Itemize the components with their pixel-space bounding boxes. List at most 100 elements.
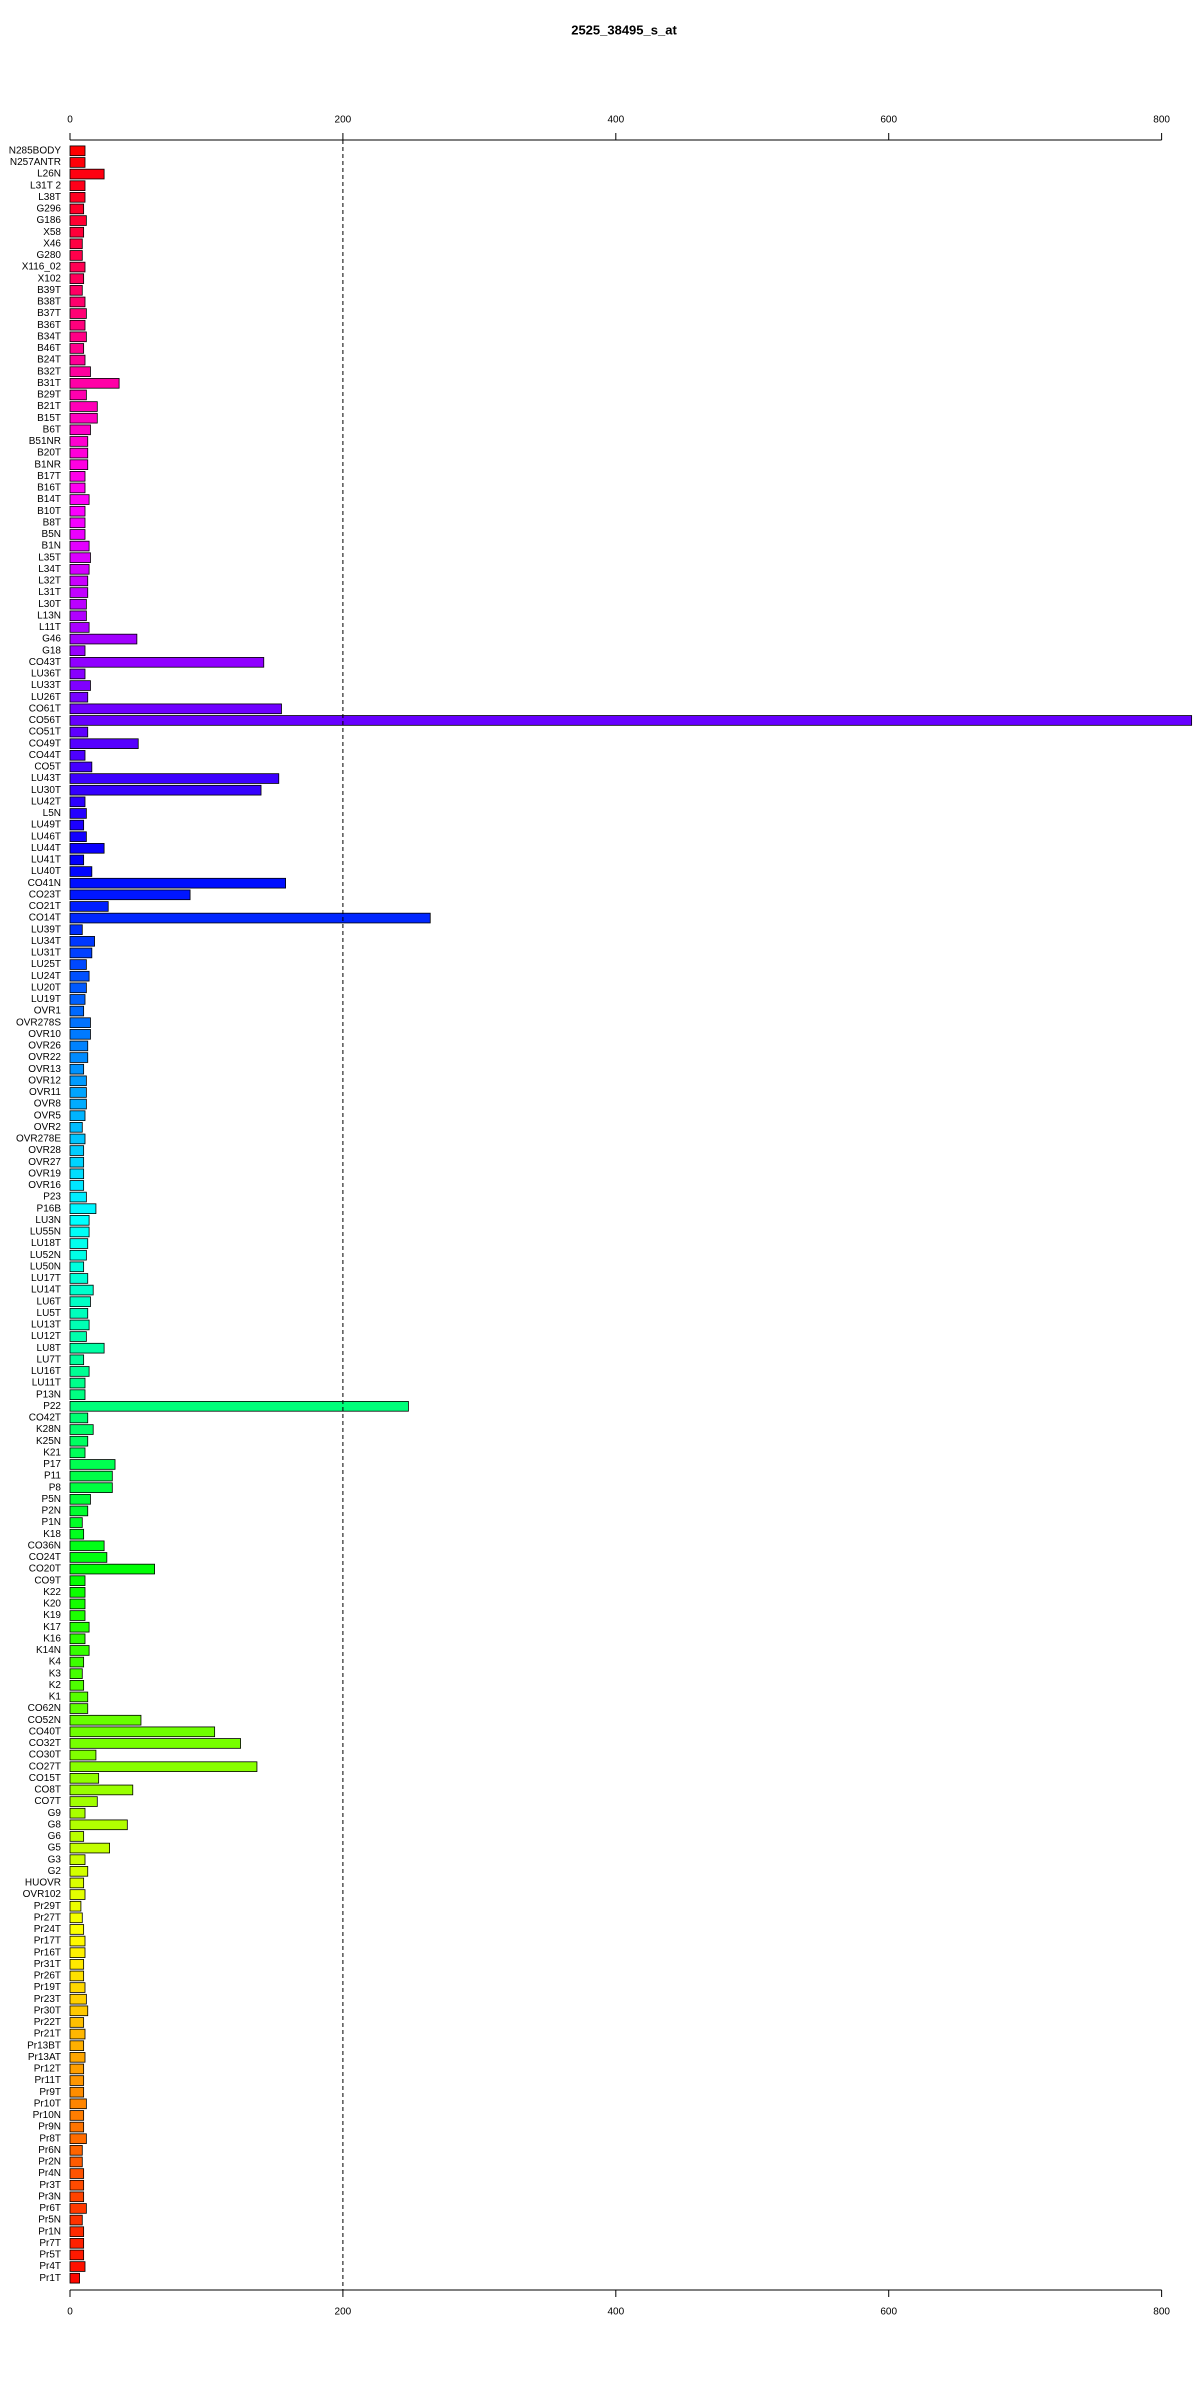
y-tick-label: Pr6T xyxy=(39,2203,61,2214)
bar xyxy=(69,1680,85,1691)
bar xyxy=(69,622,90,633)
bar xyxy=(69,1610,86,1621)
y-tick-label: LU5T xyxy=(37,1308,61,1319)
bar xyxy=(69,1598,86,1610)
bar xyxy=(69,877,286,889)
y-tick-label: Pr10T xyxy=(34,2098,61,2109)
y-tick-label: L34T xyxy=(38,564,61,575)
y-tick-label: CO36N xyxy=(28,1540,61,1551)
y-tick-label: CO24T xyxy=(29,1552,61,1563)
y-tick-label: Pr2N xyxy=(38,2157,61,2168)
bar xyxy=(69,529,86,540)
bar xyxy=(69,1993,87,2005)
y-tick-label: G46 xyxy=(42,634,61,645)
y-tick-label: CO41N xyxy=(28,878,61,889)
y-tick-label: Pr11T xyxy=(35,2075,62,2086)
bar xyxy=(69,517,86,529)
bar xyxy=(69,1412,89,1424)
bar xyxy=(69,192,86,203)
bar xyxy=(69,1401,409,1412)
y-tick-label: LU11T xyxy=(32,1378,61,1389)
y-tick-label: LU43T xyxy=(31,773,61,784)
bar xyxy=(69,285,83,296)
y-tick-label: OVR10 xyxy=(28,1029,61,1040)
bar xyxy=(69,1703,89,1714)
y-tick-label: Pr26T xyxy=(34,1971,61,1982)
bar xyxy=(69,354,86,366)
y-tick-label: LU6T xyxy=(37,1296,61,1307)
bar xyxy=(69,2179,85,2191)
y-tick-label: Pr17T xyxy=(34,1936,61,1947)
y-tick-label: Pr4T xyxy=(39,2261,61,2272)
y-tick-label: LU20T xyxy=(31,982,61,993)
y-tick-label: LU33T xyxy=(31,680,61,691)
y-tick-label: L26N xyxy=(37,169,61,180)
y-tick-label: CO14T xyxy=(29,913,61,924)
y-tick-label: Pr24T xyxy=(34,1924,61,1935)
y-tick-label: Pr1T xyxy=(39,2273,61,2284)
y-tick-label: CO27T xyxy=(29,1761,61,1772)
bar xyxy=(69,2249,85,2261)
bar xyxy=(69,1424,94,1435)
x-tick-label: 600 xyxy=(880,2307,897,2318)
bar xyxy=(69,854,85,866)
bar xyxy=(69,2168,85,2179)
y-tick-label: OVR26 xyxy=(28,1041,61,1052)
y-tick-label: B8T xyxy=(43,517,61,528)
bar xyxy=(69,726,89,738)
y-tick-label: X116_02 xyxy=(22,262,62,273)
bar xyxy=(69,2040,85,2051)
bar xyxy=(69,1052,89,1063)
bar xyxy=(69,1308,89,1319)
y-tick-label: LU24T xyxy=(31,971,61,982)
bar xyxy=(69,959,87,970)
bar xyxy=(69,2272,80,2284)
y-tick-label: K28N xyxy=(36,1424,61,1435)
y-tick-label: B14T xyxy=(37,494,61,505)
y-tick-label: Pr3N xyxy=(38,2191,61,2202)
y-tick-label: LU30T xyxy=(31,785,61,796)
bar xyxy=(69,1098,87,1110)
y-tick-label: Pr3T xyxy=(39,2180,61,2191)
y-tick-label: P5N xyxy=(42,1494,61,1505)
bar xyxy=(69,901,109,912)
bar xyxy=(69,1866,89,1877)
bar xyxy=(69,1528,85,1540)
y-tick-label: OVR12 xyxy=(28,1075,61,1086)
y-tick-label: CO40T xyxy=(29,1726,61,1737)
y-tick-label: L35T xyxy=(38,552,61,563)
bar xyxy=(69,1656,85,1668)
bar xyxy=(69,2156,83,2168)
y-tick-label: N285BODY xyxy=(9,145,62,156)
bar xyxy=(69,1807,86,1819)
y-tick-label: K3 xyxy=(49,1668,62,1679)
y-tick-label: Pr31T xyxy=(34,1959,61,1970)
bar xyxy=(69,145,86,157)
bar xyxy=(69,1296,91,1307)
bar xyxy=(69,680,91,691)
y-tick-label: CO56T xyxy=(29,715,61,726)
bar xyxy=(69,1005,85,1017)
y-tick-label: K1 xyxy=(49,1692,62,1703)
y-tick-label: OVR8 xyxy=(34,1099,62,1110)
y-tick-label: CO5T xyxy=(34,762,61,773)
bar xyxy=(69,1668,83,1679)
y-tick-label: CO30T xyxy=(29,1750,61,1761)
bar xyxy=(69,343,85,354)
y-tick-label: OVR278E xyxy=(16,1134,61,1145)
bar xyxy=(69,203,85,215)
y-tick-label: OVR278S xyxy=(16,1017,61,1028)
bar xyxy=(69,1633,86,1645)
bar xyxy=(69,1226,90,1238)
bar xyxy=(69,1552,108,1563)
y-tick-label: OVR5 xyxy=(34,1110,62,1121)
bar xyxy=(69,471,86,482)
bar xyxy=(69,1796,98,1807)
y-tick-label: B5N xyxy=(42,529,61,540)
bar xyxy=(69,1180,85,1191)
bar xyxy=(69,703,282,715)
y-tick-label: LU49T xyxy=(31,820,61,831)
y-tick-label: L30T xyxy=(38,599,61,610)
bar xyxy=(69,691,89,703)
y-tick-label: LU39T xyxy=(31,924,61,935)
